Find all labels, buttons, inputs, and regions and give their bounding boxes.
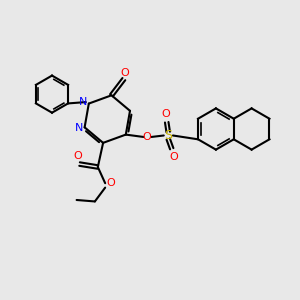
Text: O: O	[107, 178, 116, 188]
Text: O: O	[142, 132, 152, 142]
Text: O: O	[74, 151, 82, 161]
Text: O: O	[120, 68, 129, 78]
Text: N: N	[79, 97, 88, 107]
Text: O: O	[161, 109, 170, 119]
Text: S: S	[164, 129, 172, 142]
Text: O: O	[170, 152, 178, 162]
Text: N: N	[74, 123, 83, 133]
